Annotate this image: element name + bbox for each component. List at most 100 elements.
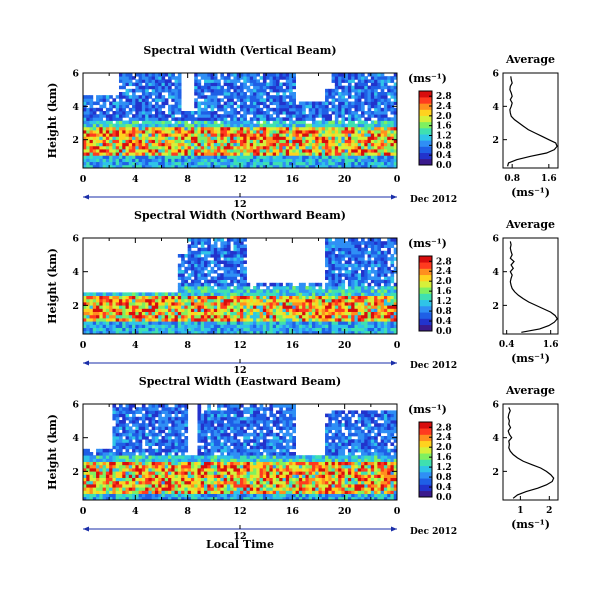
- heatmap-cell: [171, 321, 175, 325]
- heatmap-cell: [253, 161, 257, 166]
- heatmap-cell: [125, 82, 130, 87]
- heatmap-cell: [393, 95, 398, 99]
- heatmap-cell: [138, 152, 143, 156]
- heatmap-cell: [151, 305, 156, 309]
- heatmap-cell: [361, 321, 365, 325]
- heatmap-cell: [200, 260, 205, 264]
- heatmap-cell: [354, 324, 359, 328]
- heatmap-cell: [308, 133, 313, 137]
- heatmap-cell: [92, 480, 97, 485]
- heatmap-cell: [233, 101, 238, 106]
- heatmap-cell: [357, 311, 362, 316]
- heatmap-cell: [266, 142, 270, 147]
- heatmap-cell: [387, 76, 391, 80]
- heatmap-cell: [289, 305, 293, 309]
- heatmap-cell: [217, 85, 221, 90]
- heatmap-cell: [83, 305, 87, 309]
- heatmap-cell: [272, 82, 277, 87]
- heatmap-cell: [262, 289, 267, 293]
- heatmap-cell: [158, 95, 162, 99]
- heatmap-cell: [145, 152, 149, 156]
- heatmap-cell: [112, 324, 117, 328]
- heatmap-cell: [89, 158, 94, 163]
- heatmap-cell: [347, 244, 352, 248]
- heatmap-cell: [266, 85, 270, 90]
- heatmap-cell: [194, 289, 198, 293]
- heatmap-cell: [204, 101, 208, 106]
- heatmap-cell: [233, 276, 238, 280]
- heatmap-cell: [187, 254, 192, 258]
- heatmap-cell: [207, 241, 211, 245]
- heatmap-cell: [338, 314, 342, 319]
- heatmap-cell: [190, 111, 195, 115]
- heatmap-cell: [223, 88, 228, 93]
- heatmap-cell: [105, 314, 110, 319]
- heatmap-cell: [249, 117, 254, 121]
- heatmap-cell: [341, 318, 346, 322]
- heatmap-cell: [318, 295, 323, 300]
- heatmap-cell: [230, 273, 234, 277]
- heatmap-cell: [190, 149, 195, 153]
- heatmap-cell: [230, 79, 234, 83]
- heatmap-cell: [177, 104, 182, 109]
- heatmap-cell: [325, 149, 329, 153]
- heatmap-cell: [148, 130, 153, 134]
- heatmap-cell: [302, 308, 306, 312]
- heatmap-cell: [259, 152, 264, 156]
- heatmap-cell: [118, 152, 123, 156]
- heatmap-cell: [226, 276, 231, 280]
- colorbar-segment: [419, 268, 432, 276]
- heatmap-cell: [109, 136, 113, 140]
- heatmap-cell: [328, 142, 332, 147]
- heatmap-cell: [161, 155, 166, 159]
- heatmap-cell: [298, 324, 303, 328]
- heatmap-cell: [393, 155, 398, 159]
- heatmap-cell: [217, 279, 221, 284]
- heatmap-cell: [243, 305, 247, 309]
- heatmap-cell: [367, 149, 372, 153]
- heatmap-cell: [223, 120, 228, 125]
- heatmap-cell: [135, 98, 139, 102]
- heatmap-cell: [154, 130, 159, 134]
- heatmap-cell: [141, 493, 146, 498]
- heatmap-cell: [259, 318, 264, 322]
- heatmap-cell: [361, 238, 365, 242]
- heatmap-cell: [213, 120, 218, 125]
- heatmap-cell: [275, 149, 280, 153]
- heatmap-cell: [168, 82, 172, 87]
- heatmap-cell: [334, 114, 339, 118]
- heatmap-cell: [361, 241, 365, 245]
- heatmap-cell: [138, 79, 143, 83]
- heatmap-cell: [331, 302, 336, 306]
- heatmap-cell: [86, 448, 90, 453]
- heatmap-cell: [246, 286, 251, 290]
- heatmap-cell: [96, 298, 100, 303]
- heatmap-cell: [370, 73, 375, 77]
- heatmap-cell: [115, 295, 120, 300]
- heatmap-cell: [86, 458, 90, 462]
- profile-x-tick-label: 1.6: [541, 174, 557, 184]
- heatmap-cell: [99, 114, 104, 118]
- heatmap-cell: [105, 155, 110, 159]
- heatmap-cell: [230, 305, 234, 309]
- heatmap-cell: [246, 98, 251, 102]
- heatmap-cell: [109, 455, 113, 459]
- heatmap-cell: [177, 111, 182, 115]
- heatmap-cell: [302, 298, 306, 303]
- heatmap-cell: [102, 327, 107, 332]
- heatmap-cell: [318, 314, 323, 319]
- heatmap-cell: [177, 126, 182, 131]
- heatmap-cell: [361, 158, 365, 163]
- heatmap-cell: [275, 120, 280, 125]
- heatmap-cell: [236, 139, 241, 144]
- heatmap-cell: [298, 311, 303, 316]
- heatmap-cell: [190, 136, 195, 140]
- heatmap-cell: [325, 241, 329, 245]
- heatmap-cell: [357, 126, 362, 131]
- heatmap-cell: [161, 295, 166, 300]
- heatmap-cell: [305, 289, 310, 293]
- heatmap-cell: [341, 250, 346, 255]
- heatmap-cell: [328, 95, 332, 99]
- heatmap-cell: [318, 104, 323, 109]
- heatmap-cell: [361, 282, 365, 287]
